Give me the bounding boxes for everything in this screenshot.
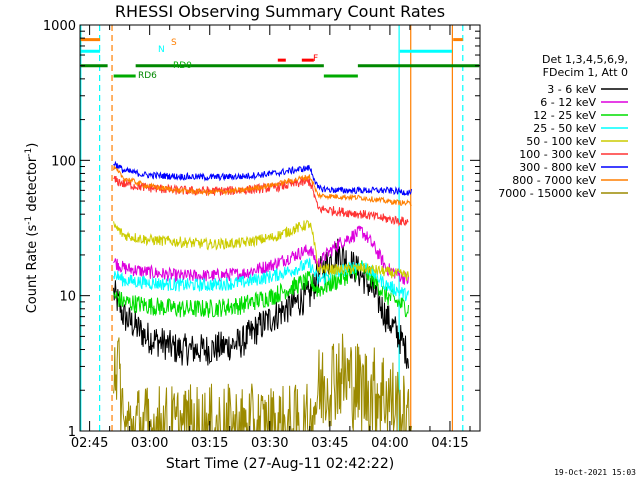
legend-label-1: 6 - 12 keV: [540, 96, 596, 109]
legend-label-7: 800 - 7000 keV: [512, 174, 596, 187]
legend-label-2: 12 - 25 keV: [533, 109, 596, 122]
legend-label-4: 50 - 100 keV: [526, 135, 596, 148]
y-tick-label-0: 1: [68, 425, 76, 440]
flag-label-n: N: [158, 45, 165, 55]
plot-frame: [79, 24, 481, 432]
legend-header-0: Det 1,3,4,5,6,9,: [542, 53, 628, 66]
x-tick-label-1: 03:00: [131, 436, 168, 451]
legend: Det 1,3,4,5,6,9,FDecim 1, Att 0 3 - 6 keV…: [498, 53, 628, 200]
x-tick-label-2: 03:15: [191, 436, 228, 451]
series-line-6: [113, 160, 412, 196]
flag-label-f: F: [313, 54, 318, 64]
legend-label-0: 3 - 6 keV: [547, 83, 596, 96]
series-line-1: [113, 225, 409, 285]
legend-header-1: FDecim 1, Att 0: [543, 66, 628, 79]
y-tick-label-1: 10: [59, 290, 76, 305]
legend-label-6: 300 - 800 keV: [519, 161, 596, 174]
legend-label-5: 100 - 300 keV: [519, 148, 596, 161]
y-axis-label-mid: detector: [25, 156, 40, 216]
series-line-5: [113, 175, 409, 227]
x-tick-label-0: 02:45: [71, 436, 108, 451]
series-line-3: [113, 257, 409, 302]
y-axis-label-main: Count Rate (s: [25, 225, 40, 314]
x-axis-label: Start Time (27-Aug-11 02:42:22): [166, 456, 394, 472]
flag-label-s: S: [171, 38, 177, 48]
y-tick-label-3: 1000: [43, 19, 76, 34]
y-axis-label-sup: -1: [24, 216, 34, 225]
y-axis-label: Count Rate (s-1 detector-1): [24, 143, 40, 314]
legend-label-8: 7000 - 15000 keV: [498, 187, 596, 200]
x-tick-label-5: 04:00: [371, 436, 408, 451]
footer-timestamp: 19-Oct-2021 15:03: [554, 468, 636, 477]
series-line-8: [113, 333, 412, 433]
series-line-7: [113, 165, 412, 207]
y-axis-label-sup2: -1: [24, 148, 34, 157]
y-axis-label-close: ): [25, 143, 40, 148]
flag-label-rd0: RD0: [173, 61, 192, 71]
legend-label-3: 25 - 50 keV: [533, 122, 596, 135]
series-line-4: [113, 219, 409, 281]
flag-label-rd6: RD6: [138, 71, 157, 81]
x-tick-label-4: 03:45: [311, 436, 348, 451]
plot-marks: SN RD0 RD6 F: [80, 25, 480, 433]
plot-axes: 1 10 100 1000 02:45 03:00 03:15 03:30 03:45 04:00…: [43, 19, 481, 451]
chart-title: RHESSI Observing Summary Count Rates: [115, 2, 445, 21]
x-tick-label-3: 03:30: [251, 436, 288, 451]
y-tick-label-2: 100: [51, 154, 76, 169]
series-line-0: [113, 238, 409, 369]
x-tick-label-6: 04:15: [431, 436, 468, 451]
